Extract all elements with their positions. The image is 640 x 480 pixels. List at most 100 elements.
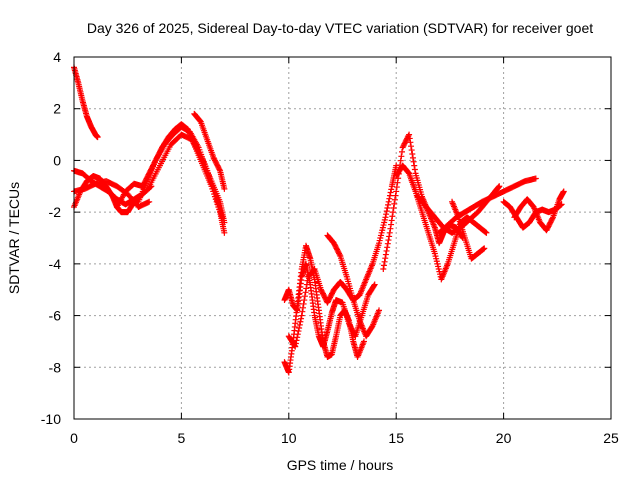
data-point	[360, 338, 367, 345]
data-point	[398, 153, 405, 160]
data-series	[191, 110, 228, 192]
data-point	[397, 157, 404, 164]
data-point	[394, 179, 401, 186]
data-point	[294, 331, 301, 338]
data-point	[409, 150, 416, 157]
y-tick-label: -8	[49, 359, 62, 375]
x-tick-label: 10	[281, 430, 297, 446]
data-point	[384, 240, 391, 247]
data-point	[392, 192, 399, 199]
data-point	[299, 304, 306, 311]
data-point	[549, 215, 556, 222]
y-tick-label: 2	[53, 101, 61, 117]
data-point	[388, 186, 395, 193]
data-point	[300, 300, 307, 307]
data-point	[409, 154, 416, 161]
data-point	[386, 229, 393, 236]
x-axis-label: GPS time / hours	[287, 457, 394, 473]
data-point	[383, 211, 390, 218]
data-point	[393, 184, 400, 191]
data-point	[389, 213, 396, 220]
data-point	[385, 198, 392, 205]
data-point	[301, 297, 308, 304]
plot-frame	[73, 56, 612, 420]
data-point	[389, 209, 396, 216]
data-point	[382, 251, 389, 258]
grid-lines	[74, 57, 611, 419]
data-point	[221, 229, 228, 236]
y-tick-label: -10	[41, 411, 61, 427]
data-point	[371, 281, 378, 288]
data-point	[371, 282, 378, 289]
data-point	[296, 324, 303, 331]
x-tick-label: 20	[496, 430, 512, 446]
data-point	[410, 158, 417, 165]
data-point	[301, 293, 308, 300]
x-tick-label: 15	[388, 430, 404, 446]
data-point	[383, 208, 390, 215]
data-point	[408, 147, 415, 154]
data-series	[281, 260, 378, 350]
y-tick-label: -2	[49, 204, 62, 220]
data-series	[449, 198, 488, 262]
data-series	[511, 188, 567, 234]
data-point	[387, 189, 394, 196]
data-point	[386, 195, 393, 202]
x-axis-ticks: 0 5 10 15 20 25	[70, 57, 619, 446]
data-point	[532, 175, 539, 182]
chart-title: Day 326 of 2025, Sidereal Day-to-day VTE…	[87, 20, 593, 36]
data-point	[384, 205, 391, 212]
data-point	[391, 196, 398, 203]
data-point	[384, 244, 391, 251]
data-point	[386, 233, 393, 240]
data-point	[146, 198, 153, 205]
data-series	[71, 64, 101, 141]
y-axis-ticks: -10 -8 -6 -4 -2 0 2 4	[41, 49, 611, 427]
data-point	[481, 245, 488, 252]
x-tick-label: 5	[178, 430, 186, 446]
x-tick-label: 25	[603, 430, 619, 446]
data-point	[387, 225, 394, 232]
data-point	[496, 183, 503, 190]
data-point	[380, 262, 387, 269]
data-point	[388, 221, 395, 228]
data-point	[386, 192, 393, 199]
data-point	[298, 315, 305, 322]
data-point	[381, 258, 388, 265]
data-point	[304, 277, 311, 284]
data-point	[408, 143, 415, 150]
data-point	[382, 255, 389, 262]
data-point	[292, 343, 299, 350]
data-point	[221, 185, 228, 192]
y-tick-label: -6	[49, 308, 62, 324]
data-point	[94, 134, 101, 141]
data-point	[376, 307, 383, 314]
data-point	[411, 162, 418, 169]
data-series	[146, 131, 228, 226]
data-points	[71, 64, 567, 376]
data-point	[299, 308, 306, 315]
data-point	[294, 334, 301, 341]
data-point	[388, 217, 395, 224]
data-point	[302, 289, 309, 296]
data-point	[298, 312, 305, 319]
data-series	[324, 232, 383, 340]
data-point	[303, 281, 310, 288]
data-point	[297, 318, 304, 325]
data-point	[390, 205, 397, 212]
data-point	[483, 229, 490, 236]
data-point	[293, 337, 300, 344]
data-point	[385, 237, 392, 244]
data-point	[411, 166, 418, 173]
data-point	[216, 166, 223, 173]
data-point	[560, 188, 567, 195]
data-point	[303, 285, 310, 292]
data-point	[336, 251, 343, 258]
data-point	[221, 219, 228, 226]
data-point	[382, 214, 389, 221]
data-point	[406, 131, 413, 138]
y-tick-label: -4	[49, 256, 62, 272]
y-tick-label: 0	[53, 152, 61, 168]
data-point	[391, 200, 398, 207]
